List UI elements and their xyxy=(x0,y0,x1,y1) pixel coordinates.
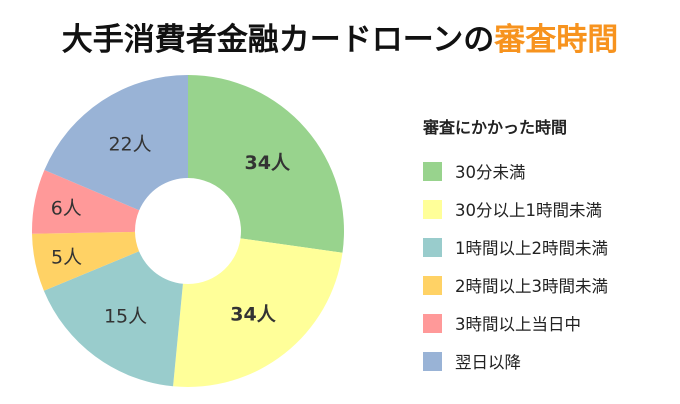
legend-item: 30分未満 xyxy=(423,152,608,190)
pie-slice xyxy=(44,75,188,211)
slice-value-label: 34人 xyxy=(245,152,291,174)
slice-value-label: 34人 xyxy=(230,303,276,325)
pie-slice xyxy=(31,170,140,234)
slice-value-label: 15人 xyxy=(104,305,147,327)
legend-swatch xyxy=(423,161,442,181)
slice-value-label: 6人 xyxy=(51,197,82,219)
legend-swatch xyxy=(423,351,442,371)
legend-label: 1時間以上2時間未満 xyxy=(455,239,608,258)
legend-swatch xyxy=(423,275,442,295)
legend-swatch xyxy=(423,313,442,333)
legend-item: 30分以上1時間未満 xyxy=(423,190,608,228)
legend: 審査にかかった時間 30分未満 30分以上1時間未満 1時間以上2時間未満 2時間以上… xyxy=(423,114,608,380)
pie-slice xyxy=(32,231,140,291)
legend-label: 3時間以上当日中 xyxy=(455,315,581,334)
legend-item: 翌日以降 xyxy=(423,342,608,380)
legend-swatch xyxy=(423,199,442,219)
legend-title: 審査にかかった時間 xyxy=(423,118,568,137)
legend-item: 2時間以上3時間未満 xyxy=(423,266,608,304)
legend-label: 2時間以上3時間未満 xyxy=(455,277,608,296)
chart-title-accent: 審査時間 xyxy=(494,22,619,58)
legend-item: 3時間以上当日中 xyxy=(423,304,608,342)
legend-label: 30分以上1時間未満 xyxy=(455,201,602,220)
legend-item: 1時間以上2時間未満 xyxy=(423,228,608,266)
legend-label: 翌日以降 xyxy=(455,353,521,372)
legend-label: 30分未満 xyxy=(455,163,526,182)
slice-value-label: 22人 xyxy=(108,133,151,155)
pie-slice xyxy=(188,75,344,253)
legend-swatch xyxy=(423,237,442,257)
pie-slice xyxy=(43,251,183,387)
slice-value-label: 5人 xyxy=(51,246,82,268)
chart-title-main: 大手消費者金融カードローンの xyxy=(61,22,495,58)
pie-slice xyxy=(173,238,343,387)
chart-title: 大手消費者金融カードローンの審査時間 xyxy=(0,14,680,59)
